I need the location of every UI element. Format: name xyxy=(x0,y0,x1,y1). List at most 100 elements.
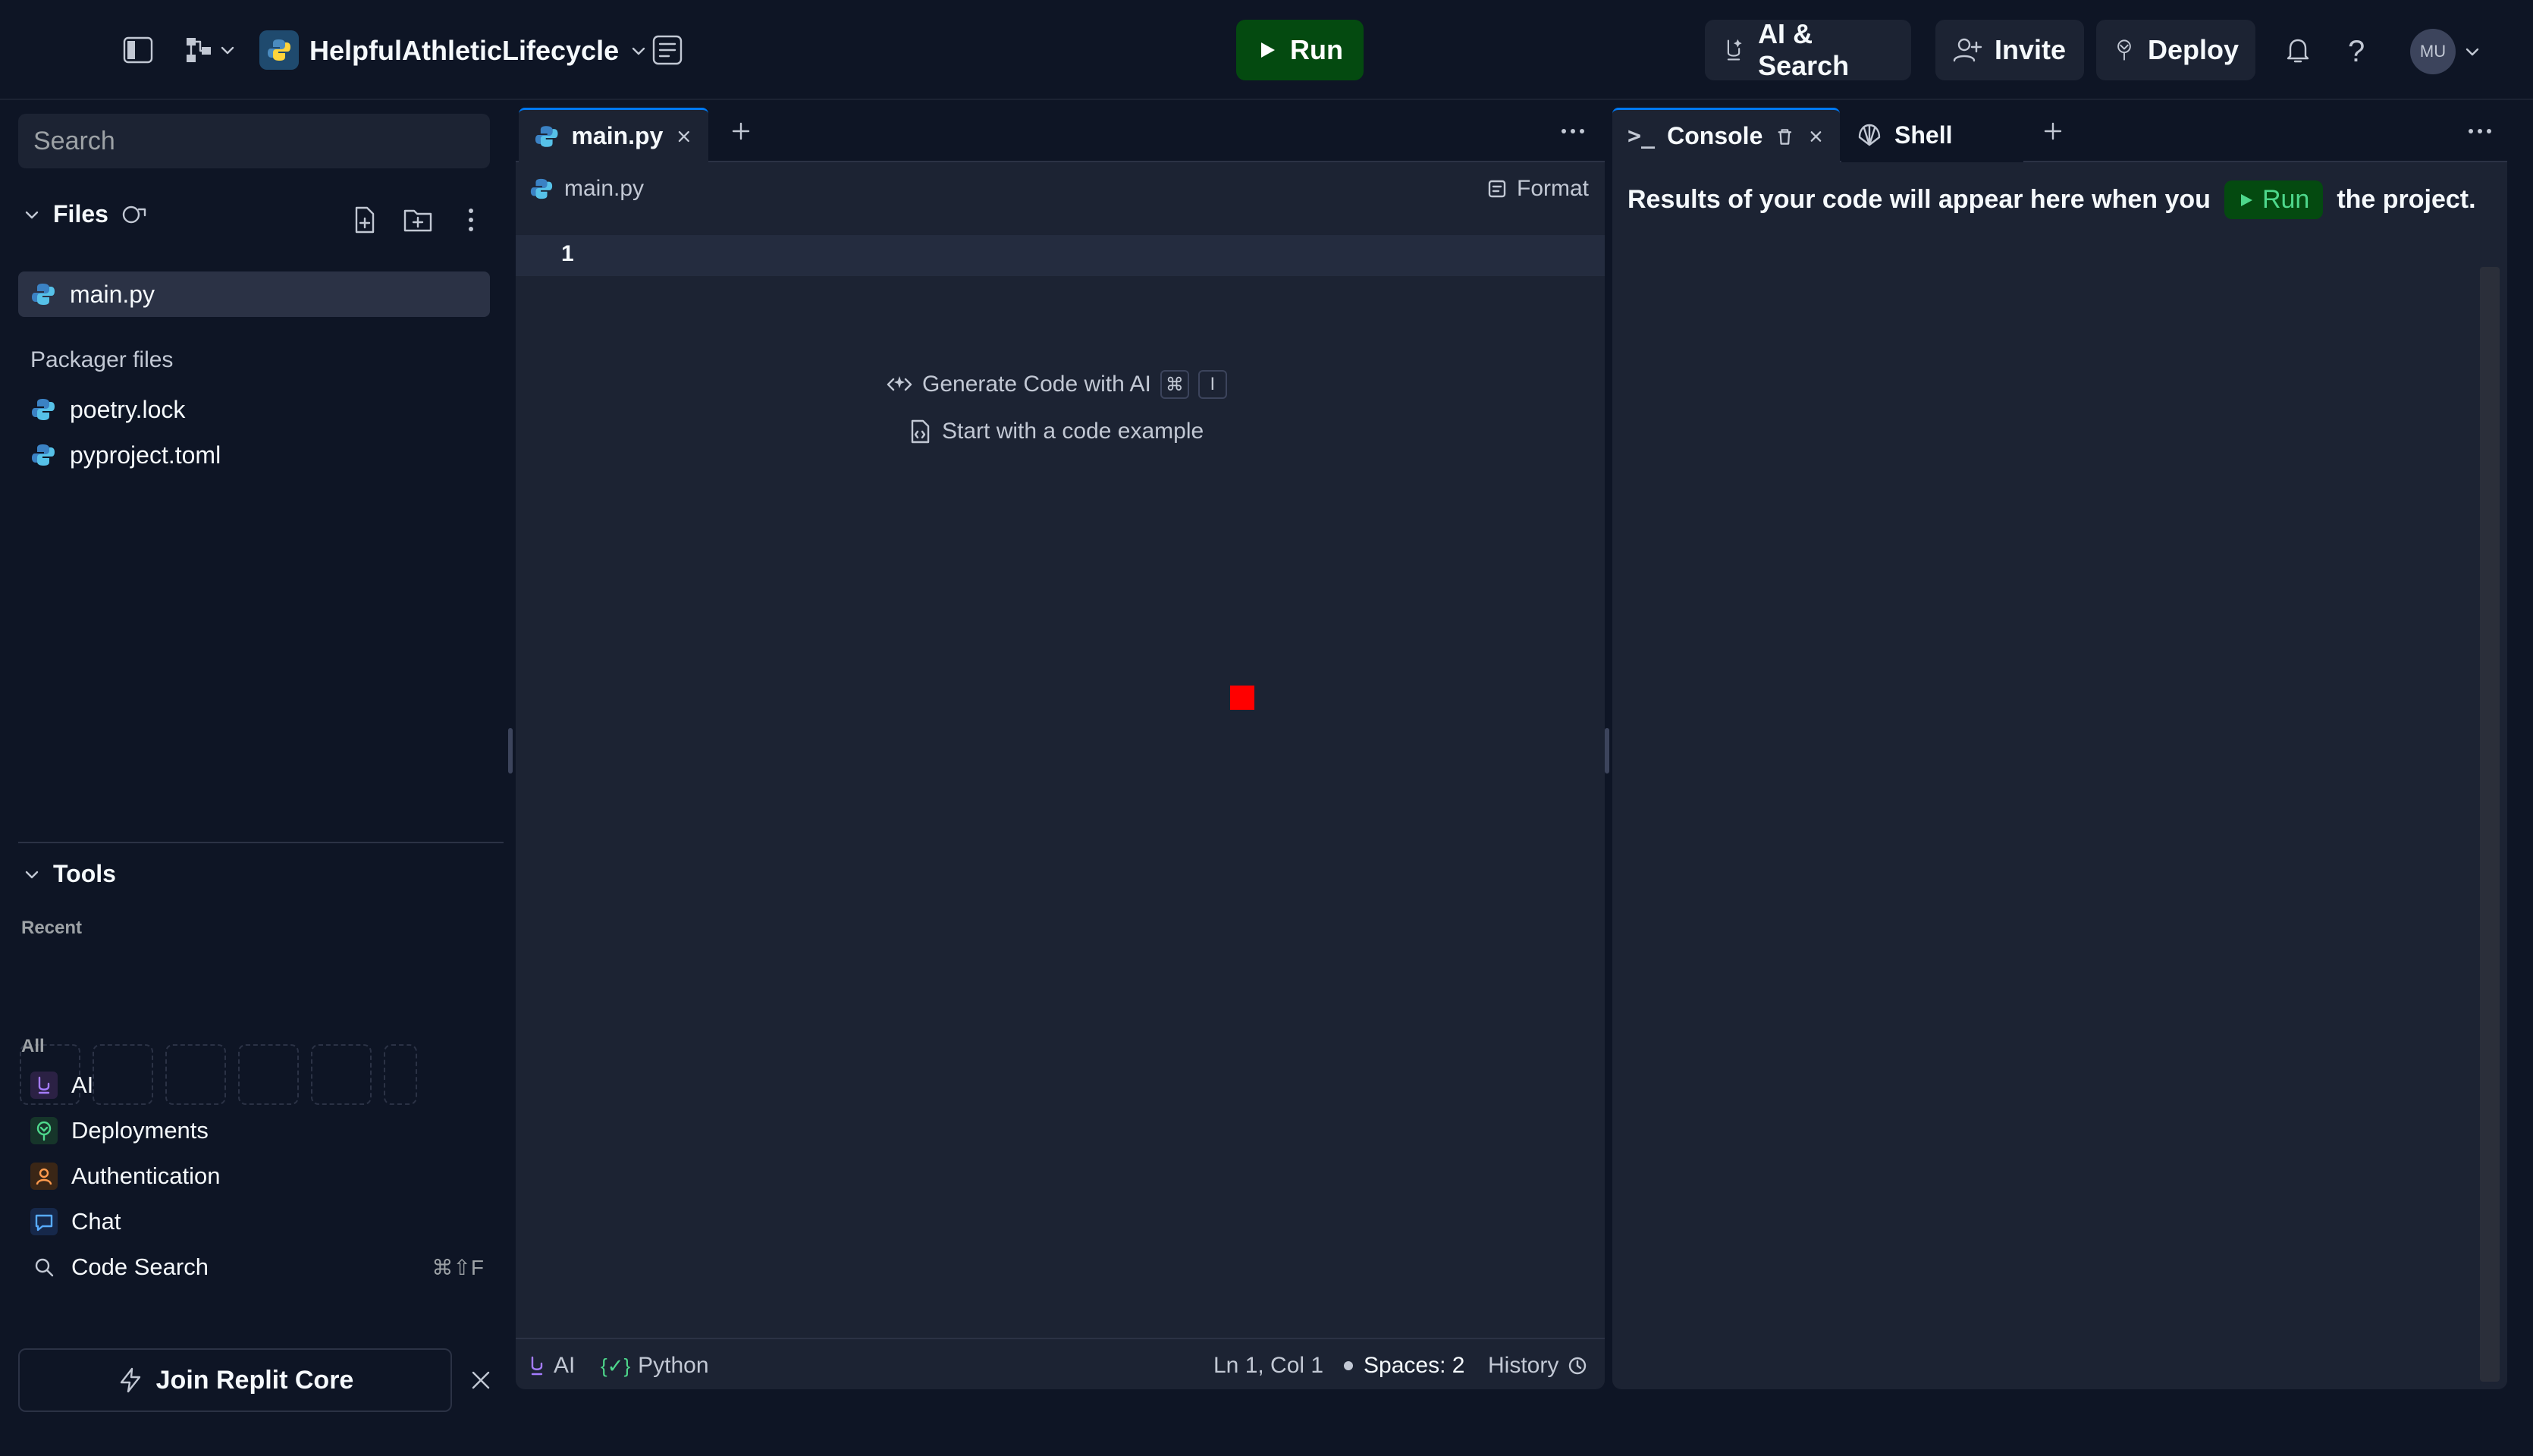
recent-label: Recent xyxy=(21,918,83,938)
tab-shell[interactable]: Shell xyxy=(1841,108,2023,162)
format-icon xyxy=(1488,180,1506,198)
recent-tool-slot[interactable] xyxy=(384,1044,417,1105)
file-item-main-py[interactable]: main.py xyxy=(18,271,490,317)
breadcrumb[interactable]: main.py xyxy=(529,176,644,202)
recent-tool-slot[interactable] xyxy=(311,1044,372,1105)
python-file-icon xyxy=(530,178,553,199)
play-icon xyxy=(2240,193,2252,206)
sidebar-toggle-icon[interactable] xyxy=(121,33,155,67)
shortcut-key: I xyxy=(1197,370,1227,399)
format-button[interactable]: Format xyxy=(1486,176,1589,202)
invite-label: Invite xyxy=(1995,34,2067,65)
cursor-position[interactable]: Ln 1, Col 1 xyxy=(1213,1353,1324,1378)
chat-icon xyxy=(30,1208,58,1235)
python-file-icon xyxy=(32,399,55,420)
user-icon xyxy=(30,1163,58,1190)
invite-button[interactable]: Invite xyxy=(1935,20,2084,80)
avatar: MU xyxy=(2410,29,2456,74)
status-language[interactable]: {✓} Python xyxy=(601,1353,709,1379)
recent-tool-slot[interactable] xyxy=(93,1044,153,1105)
project-info-icon[interactable] xyxy=(651,33,684,67)
recent-tool-slot[interactable] xyxy=(20,1044,80,1105)
deploy-button[interactable]: Deploy xyxy=(2096,20,2255,80)
ai-search-button[interactable]: AI & Search xyxy=(1705,18,1911,81)
new-folder-icon[interactable] xyxy=(402,205,434,235)
recent-tool-slot[interactable] xyxy=(238,1044,299,1105)
add-tab-icon[interactable] xyxy=(2042,120,2064,143)
close-icon[interactable] xyxy=(467,1367,494,1394)
avatar-menu[interactable]: MU xyxy=(2410,29,2481,74)
more-options-icon[interactable] xyxy=(1559,120,1587,143)
sidebar-search-input[interactable]: Search xyxy=(18,114,490,168)
more-options-icon[interactable] xyxy=(2466,120,2494,143)
sidebar-divider xyxy=(18,842,504,843)
tab-console[interactable]: >_ Console xyxy=(1612,108,1840,162)
join-replit-core-button[interactable]: Join Replit Core xyxy=(18,1348,452,1412)
file-item-pyproject-toml[interactable]: pyproject.toml xyxy=(18,432,490,478)
bell-icon[interactable] xyxy=(2283,35,2313,65)
status-ai[interactable]: AI xyxy=(528,1353,575,1379)
sidebar-resize-handle[interactable] xyxy=(508,728,513,774)
more-options-icon[interactable] xyxy=(460,205,482,235)
tool-label: Chat xyxy=(71,1208,121,1235)
file-name: main.py xyxy=(70,280,155,308)
file-code-icon xyxy=(911,419,930,444)
history-icon xyxy=(1569,1357,1587,1375)
inline-run-button[interactable]: Run xyxy=(2224,180,2324,219)
new-file-icon[interactable] xyxy=(349,205,379,235)
run-button[interactable]: Run xyxy=(1236,20,1364,80)
lightning-icon xyxy=(120,1367,140,1393)
terminal-prompt-icon: >_ xyxy=(1627,123,1656,149)
chevron-down-icon xyxy=(25,871,39,878)
code-example-hint[interactable]: Start with a code example xyxy=(909,419,1204,444)
generate-code-hint[interactable]: Generate Code with AI ⌘ I xyxy=(886,370,1227,399)
pane-resize-handle[interactable] xyxy=(1605,728,1609,774)
close-tab-icon[interactable] xyxy=(675,127,693,146)
file-item-poetry-lock[interactable]: poetry.lock xyxy=(18,387,490,432)
spaces-label: Spaces: 2 xyxy=(1364,1353,1465,1378)
console-message-after: the project. xyxy=(2337,185,2476,214)
trash-icon[interactable] xyxy=(1775,126,1795,147)
cursor-marker xyxy=(1230,686,1254,710)
console-pane: >_ Console Shell Results of your code wi… xyxy=(1612,100,2507,1389)
ai-icon xyxy=(1727,39,1742,61)
close-tab-icon[interactable] xyxy=(1807,127,1825,146)
tool-label: Authentication xyxy=(71,1163,221,1189)
chevron-down-icon xyxy=(25,211,39,218)
project-name-dropdown[interactable]: HelpfulAthleticLifecycle xyxy=(309,35,648,67)
tab-label: Console xyxy=(1667,122,1763,149)
shortcut-hint: ⌘⇧F xyxy=(432,1255,484,1279)
status-ai-label: AI xyxy=(554,1353,576,1378)
tools-section-header[interactable]: Tools xyxy=(23,860,116,888)
recent-tool-slot[interactable] xyxy=(165,1044,226,1105)
tool-item-code-search[interactable]: Code Search ⌘⇧F xyxy=(18,1245,490,1289)
python-file-icon xyxy=(32,284,55,305)
help-icon[interactable]: ? xyxy=(2348,35,2365,68)
console-scrollbar[interactable] xyxy=(2480,267,2500,1382)
indentation-setting[interactable]: Spaces: 2 xyxy=(1344,1353,1464,1379)
tab-main-py[interactable]: main.py xyxy=(519,108,708,162)
run-label: Run xyxy=(1290,34,1343,65)
chevron-down-icon xyxy=(629,42,648,60)
packager-files-title: Packager files xyxy=(30,347,174,372)
all-tools-label: All xyxy=(21,1036,45,1056)
editor-pane: main.py main.py Format 1 Generate Code w… xyxy=(516,100,1605,1389)
history-button[interactable]: History xyxy=(1488,1353,1589,1379)
tool-item-authentication[interactable]: Authentication xyxy=(18,1154,490,1198)
ai-search-label: AI & Search xyxy=(1758,18,1850,81)
tool-item-deployments[interactable]: Deployments xyxy=(18,1109,490,1153)
python-project-icon xyxy=(259,30,299,70)
add-tab-icon[interactable] xyxy=(730,120,752,143)
git-branch-icon[interactable] xyxy=(184,33,237,67)
tool-item-ai[interactable]: AI xyxy=(18,1063,490,1107)
editor-tab-bar: main.py xyxy=(516,100,1605,162)
files-section-header[interactable]: Files xyxy=(23,200,148,228)
console-tab-bar: >_ Console Shell xyxy=(1612,100,2507,162)
search-icon xyxy=(30,1254,58,1281)
history-label: History xyxy=(1488,1353,1559,1378)
code-example-label: Start with a code example xyxy=(942,419,1204,444)
add-user-icon xyxy=(1953,38,1982,62)
shell-icon xyxy=(1858,124,1881,146)
python-file-icon xyxy=(535,125,558,147)
tool-item-chat[interactable]: Chat xyxy=(18,1200,490,1244)
